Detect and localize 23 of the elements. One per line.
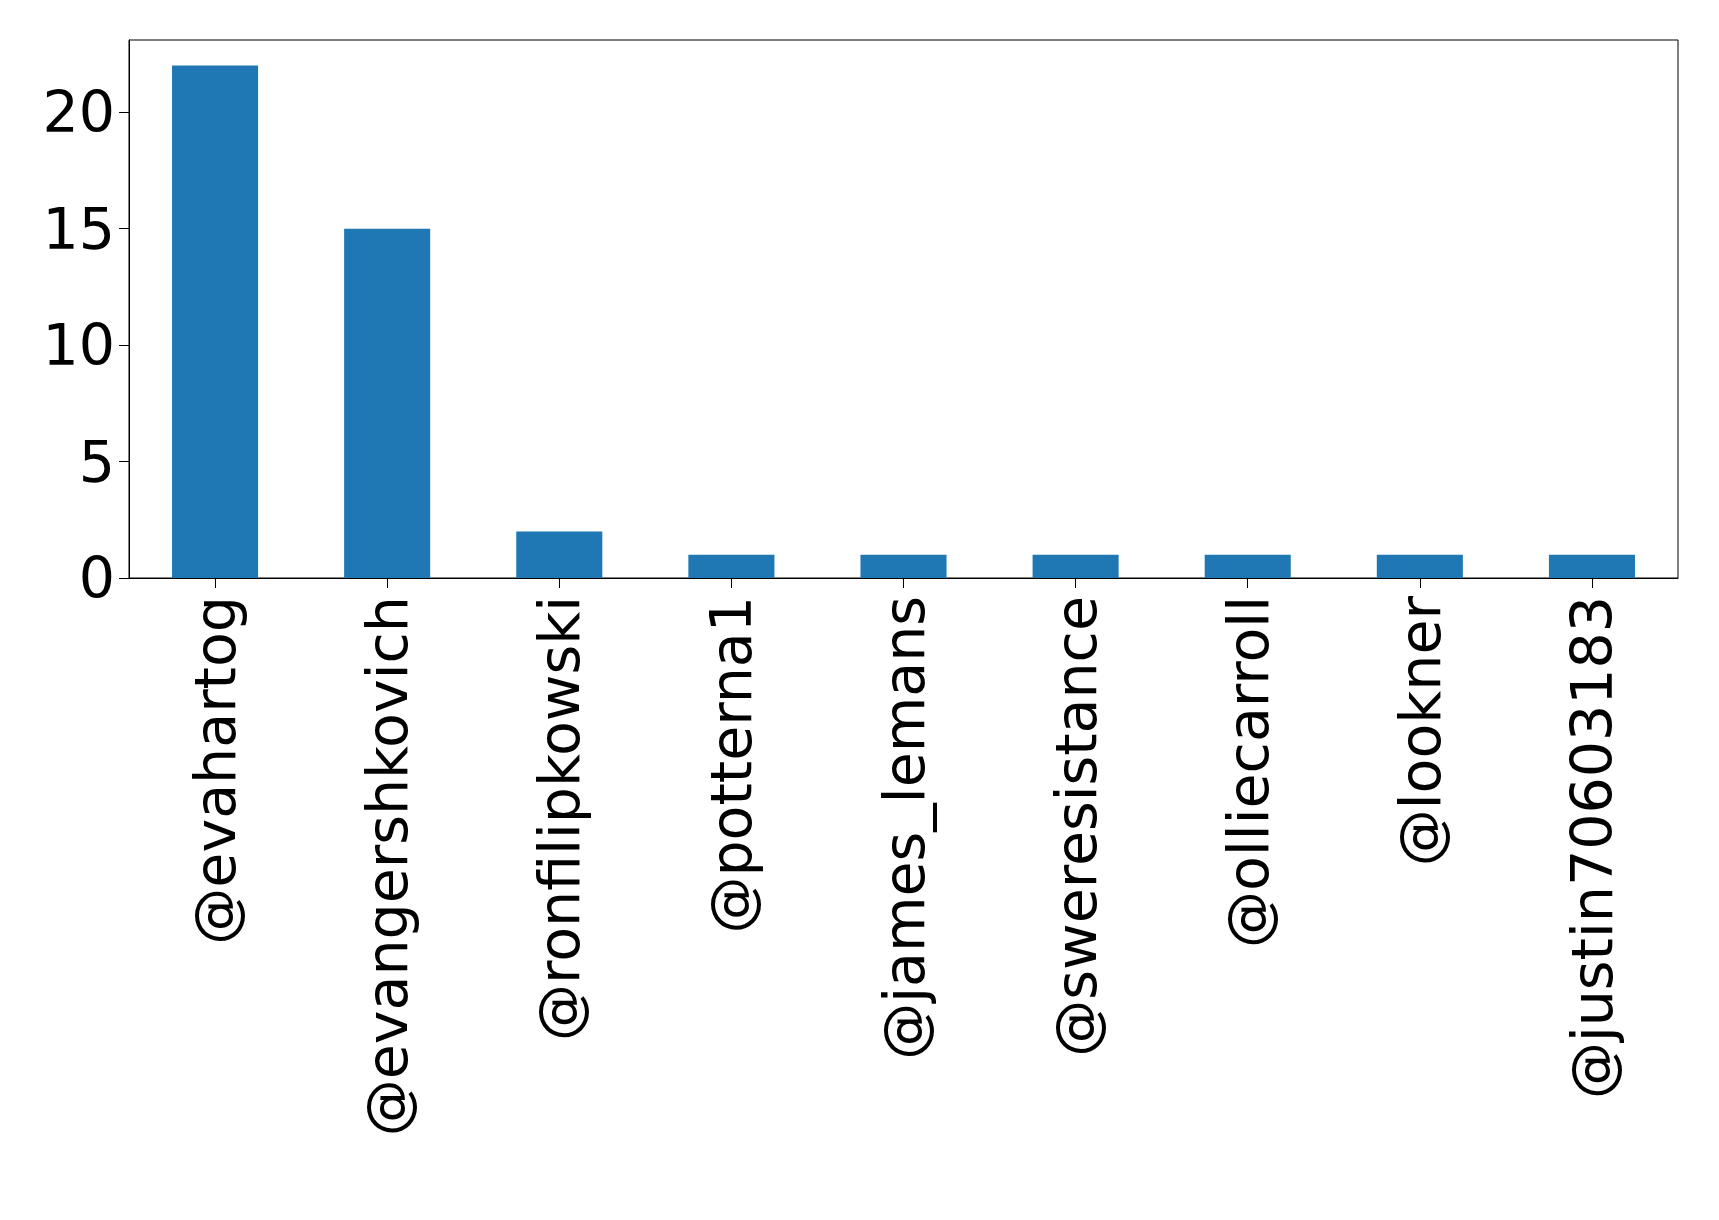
x-tick-label: @sweresistance bbox=[1042, 596, 1109, 1057]
bar bbox=[172, 65, 259, 578]
x-tick-label: @potterna1 bbox=[698, 596, 765, 934]
x-tick-label: @evangershkovich bbox=[354, 596, 421, 1137]
x-tick-label: @ronfilipkowski bbox=[526, 596, 593, 1041]
bar bbox=[1376, 554, 1463, 578]
y-tick-label: 15 bbox=[42, 195, 115, 262]
y-tick-label: 5 bbox=[78, 428, 115, 495]
x-tick-label: @james_lemans bbox=[870, 596, 937, 1060]
y-tick-label: 20 bbox=[42, 79, 115, 146]
y-tick-label: 10 bbox=[42, 312, 115, 379]
x-tick-label: @evahartog bbox=[182, 596, 249, 945]
bar bbox=[344, 228, 431, 578]
bar bbox=[1032, 554, 1119, 578]
bar bbox=[688, 554, 775, 578]
x-tick-label: @lookner bbox=[1386, 595, 1453, 867]
bar bbox=[860, 554, 947, 578]
x-tick-label: @justin70603183 bbox=[1558, 596, 1625, 1100]
x-tick-label: @olliecarroll bbox=[1214, 596, 1281, 948]
bar bbox=[516, 531, 603, 578]
bar bbox=[1548, 554, 1635, 578]
y-tick-label: 0 bbox=[78, 545, 115, 611]
bar bbox=[1204, 554, 1291, 578]
